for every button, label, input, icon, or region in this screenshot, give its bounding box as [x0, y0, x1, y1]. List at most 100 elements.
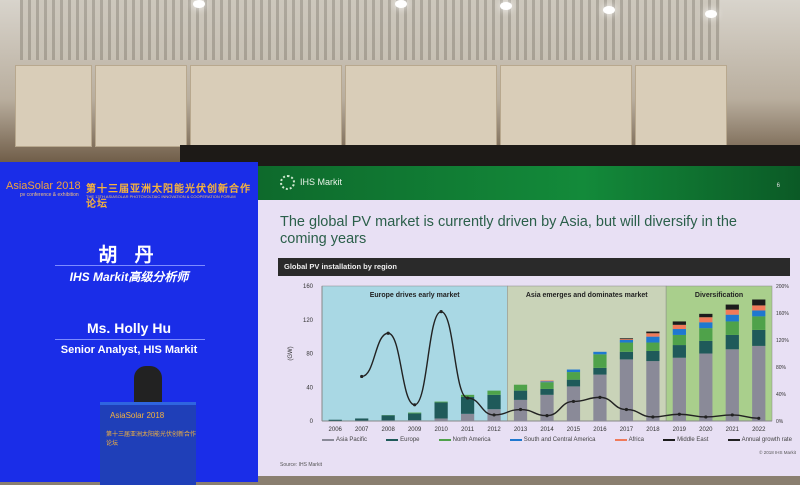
bar-segment — [382, 420, 395, 421]
bar-segment — [620, 359, 633, 421]
bar-segment — [593, 352, 606, 355]
bar-segment — [355, 418, 368, 420]
legend-item: North America — [439, 437, 491, 443]
growth-rate-point — [519, 408, 522, 411]
legend-item: South and Central America — [510, 437, 596, 443]
x-tick-label: 2006 — [329, 427, 343, 433]
bar-segment — [673, 325, 686, 329]
bar-segment — [567, 380, 580, 387]
x-tick-label: 2009 — [408, 427, 422, 433]
y-tick-label: 0 — [310, 419, 314, 425]
y2-tick-label: 120% — [776, 338, 789, 344]
bar-segment — [646, 361, 659, 421]
x-tick-label: 2010 — [434, 427, 448, 433]
bar-segment — [646, 343, 659, 351]
bar-segment — [673, 358, 686, 421]
bar-segment — [726, 315, 739, 322]
bar-segment — [726, 335, 739, 349]
growth-rate-point — [625, 408, 628, 411]
phase-label: Europe drives early market — [370, 292, 461, 299]
legend-label: Annual growth rate — [742, 437, 792, 443]
bar-segment — [435, 402, 448, 403]
phase-label: Asia emerges and dominates market — [526, 292, 648, 299]
bar-segment — [540, 381, 553, 382]
x-tick-label: 2022 — [752, 427, 766, 433]
legend-item: Asia Pacific — [322, 437, 367, 443]
growth-rate-point — [360, 375, 363, 378]
legend-swatch — [510, 439, 522, 441]
growth-rate-point — [387, 332, 390, 335]
legend-swatch — [615, 439, 627, 441]
bar-segment — [752, 310, 765, 316]
y2-tick-label: 200% — [776, 284, 789, 290]
bar-segment — [752, 346, 765, 421]
bar-segment — [699, 322, 712, 328]
legend-swatch — [439, 439, 451, 441]
y-tick-label: 120 — [303, 318, 314, 324]
bar-segment — [540, 382, 553, 389]
bar-segment — [408, 413, 421, 414]
growth-rate-point — [678, 413, 681, 416]
x-tick-label: 2019 — [673, 427, 687, 433]
growth-rate-point — [413, 403, 416, 406]
x-tick-label: 2020 — [699, 427, 713, 433]
bar-segment — [329, 420, 342, 421]
growth-rate-point — [545, 414, 548, 417]
bar-segment — [514, 391, 527, 400]
bar-segment — [673, 345, 686, 358]
phase-label: Diversification — [695, 292, 743, 299]
bar-segment — [567, 370, 580, 373]
bar-segment — [752, 305, 765, 310]
bar-segment — [514, 385, 527, 391]
x-tick-label: 2015 — [567, 427, 581, 433]
chart-legend: Asia Pacific Europe North America South and… — [322, 437, 792, 443]
bar-segment — [752, 300, 765, 306]
bar-segment — [699, 354, 712, 422]
x-tick-label: 2012 — [487, 427, 501, 433]
bar-segment — [567, 386, 580, 421]
legend-item: Africa — [615, 437, 644, 443]
bar-segment — [699, 328, 712, 341]
y2-tick-label: 40% — [776, 392, 787, 398]
bar-segment — [435, 418, 448, 421]
bar-segment — [620, 339, 633, 340]
bar-segment — [673, 329, 686, 335]
y-axis-label: (GW) — [288, 346, 294, 360]
legend-label: Asia Pacific — [336, 437, 367, 443]
x-tick-label: 2008 — [381, 427, 395, 433]
growth-rate-point — [651, 415, 654, 418]
bar-segment — [620, 352, 633, 360]
bar-segment — [752, 316, 765, 330]
legend-label: Middle East — [677, 437, 708, 443]
x-tick-label: 2016 — [593, 427, 607, 433]
y2-tick-label: 80% — [776, 365, 787, 371]
bar-segment — [593, 354, 606, 368]
bar-segment — [620, 343, 633, 352]
growth-rate-point — [704, 415, 707, 418]
bar-segment — [487, 391, 500, 395]
bar-segment — [726, 321, 739, 335]
bar-segment — [699, 314, 712, 317]
bar-segment — [540, 381, 553, 382]
bar-segment — [382, 415, 395, 420]
growth-rate-point — [598, 396, 601, 399]
bar-segment — [540, 389, 553, 395]
x-tick-label: 2014 — [540, 427, 554, 433]
y-tick-label: 40 — [306, 385, 313, 391]
legend-label: Europe — [400, 437, 419, 443]
growth-rate-point — [492, 413, 495, 416]
bar-segment — [408, 420, 421, 421]
bar-segment — [673, 321, 686, 324]
phase-region — [322, 286, 507, 421]
legend-item: Annual growth rate — [728, 437, 792, 443]
growth-rate-point — [572, 400, 575, 403]
x-tick-label: 2017 — [620, 427, 634, 433]
growth-rate-point — [440, 310, 443, 313]
bar-segment — [567, 372, 580, 380]
bar-segment — [461, 414, 474, 421]
x-tick-label: 2021 — [726, 427, 740, 433]
bar-segment — [646, 337, 659, 343]
legend-label: South and Central America — [524, 437, 596, 443]
x-tick-label: 2011 — [461, 427, 475, 433]
